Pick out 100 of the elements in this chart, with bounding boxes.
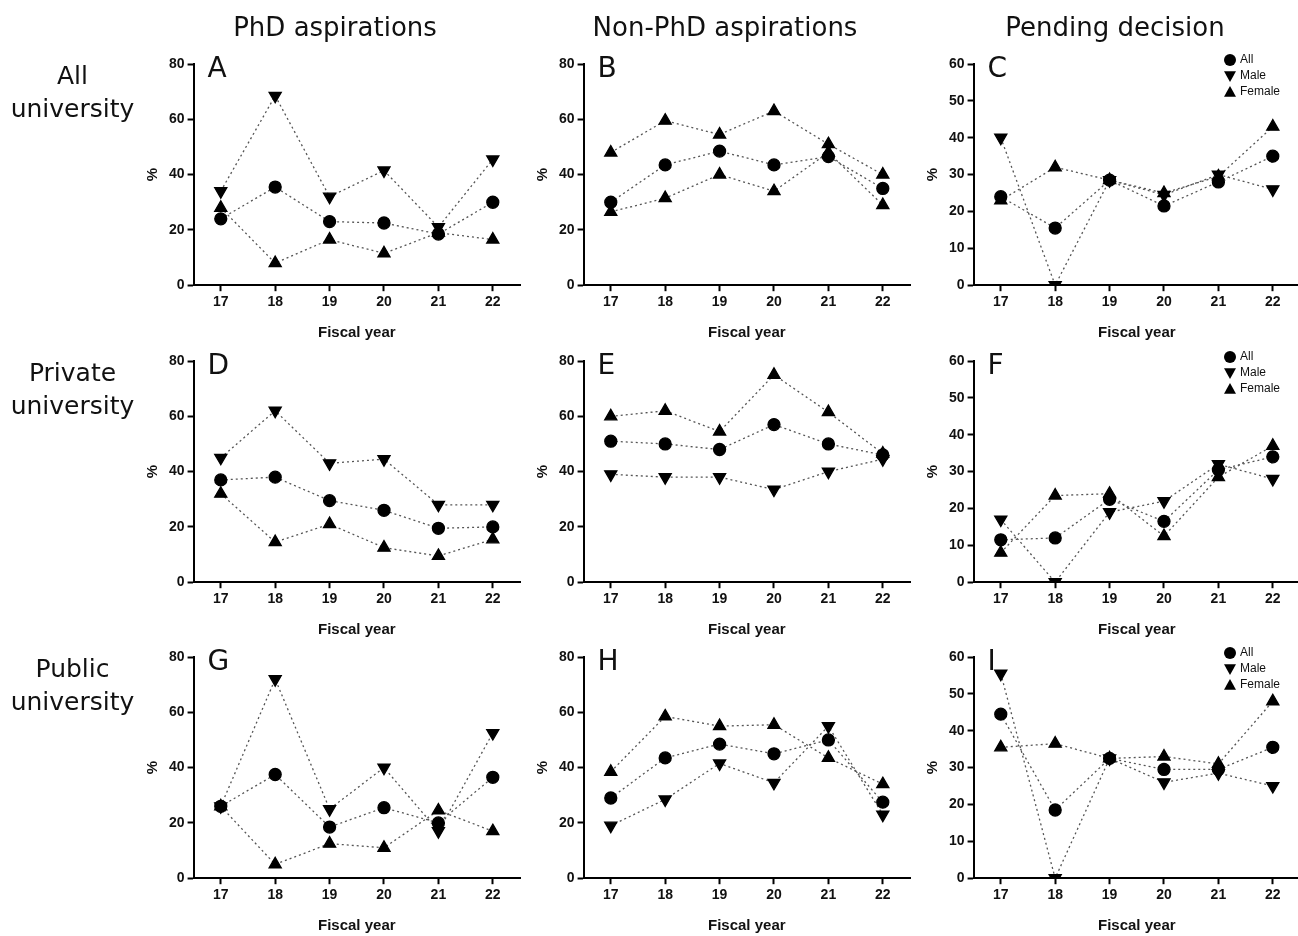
y-tick-label: 0 bbox=[176, 276, 185, 293]
x-tick-label: 21 bbox=[1210, 886, 1227, 903]
annotation: H bbox=[597, 644, 619, 678]
y-axis-title: % bbox=[143, 167, 161, 182]
x-axis-title: Fiscal year bbox=[1098, 916, 1176, 934]
y-tick-label: 50 bbox=[948, 388, 965, 405]
x-tick-label: 17 bbox=[992, 886, 1009, 903]
x-tick-label: 19 bbox=[321, 590, 338, 607]
y-tick-label: 20 bbox=[558, 220, 575, 237]
y-tick-label: 60 bbox=[558, 407, 575, 424]
x-tick-label: 18 bbox=[1047, 293, 1064, 310]
y-tick-label: 20 bbox=[948, 202, 965, 219]
text: Public university bbox=[9, 653, 136, 718]
annotation: G bbox=[207, 644, 230, 678]
x-tick-label: 19 bbox=[321, 293, 338, 310]
annotation: F bbox=[987, 348, 1004, 382]
x-tick-label: 20 bbox=[766, 293, 782, 310]
x-tick-label: 18 bbox=[1047, 886, 1064, 903]
annotation: E bbox=[597, 348, 616, 382]
y-tick-label: 80 bbox=[168, 54, 185, 71]
y-tick-label: 30 bbox=[948, 462, 965, 479]
chart-title: Non-PhD aspirations bbox=[591, 12, 859, 42]
y-tick-label: 60 bbox=[948, 54, 965, 71]
y-tick-label: 80 bbox=[168, 351, 185, 368]
y-tick-label: 80 bbox=[168, 647, 185, 664]
x-tick-label: 22 bbox=[1265, 293, 1281, 310]
y-tick-label: 40 bbox=[948, 721, 965, 738]
y-tick-label: 10 bbox=[948, 536, 965, 553]
y-tick-label: 20 bbox=[948, 499, 965, 516]
y-tick-label: 60 bbox=[558, 703, 575, 720]
y-axis-title: % bbox=[143, 760, 161, 775]
x-tick-label: 19 bbox=[711, 590, 728, 607]
y-tick-label: 40 bbox=[948, 425, 965, 442]
y-axis-title: % bbox=[533, 760, 551, 775]
x-tick-label: 22 bbox=[1265, 590, 1281, 607]
y-tick-label: 0 bbox=[176, 869, 185, 886]
y-axis-title: % bbox=[143, 464, 161, 479]
y-tick-label: 60 bbox=[168, 407, 185, 424]
annotation: I bbox=[987, 644, 996, 678]
y-tick-label: 20 bbox=[168, 517, 185, 534]
x-tick-label: 18 bbox=[1047, 590, 1064, 607]
x-tick-label: 17 bbox=[602, 590, 619, 607]
y-tick-label: 60 bbox=[558, 110, 575, 127]
x-axis-title: Fiscal year bbox=[318, 916, 396, 934]
y-tick-label: 20 bbox=[168, 220, 185, 237]
y-tick-label: 40 bbox=[948, 128, 965, 145]
x-tick-label: 21 bbox=[1210, 293, 1227, 310]
y-tick-label: 80 bbox=[558, 351, 575, 368]
y-axis-title: % bbox=[533, 167, 551, 182]
y-tick-label: 20 bbox=[168, 813, 185, 830]
y-tick-label: 40 bbox=[168, 462, 185, 479]
legend-label: All bbox=[1240, 645, 1254, 660]
x-tick-label: 22 bbox=[1265, 886, 1281, 903]
x-tick-label: 21 bbox=[820, 590, 837, 607]
x-axis-title: Fiscal year bbox=[708, 323, 786, 341]
chart-title: Pending decision bbox=[1004, 12, 1226, 42]
x-tick-label: 22 bbox=[485, 590, 501, 607]
y-tick-label: 0 bbox=[956, 573, 965, 590]
x-tick-label: 20 bbox=[376, 293, 392, 310]
y-tick-label: 20 bbox=[558, 517, 575, 534]
y-tick-label: 0 bbox=[956, 869, 965, 886]
y-tick-label: 80 bbox=[558, 647, 575, 664]
x-axis-title: Fiscal year bbox=[1098, 620, 1176, 638]
x-tick-label: 22 bbox=[875, 590, 891, 607]
y-tick-label: 0 bbox=[566, 573, 575, 590]
y-tick-label: 10 bbox=[948, 239, 965, 256]
legend-label: Female bbox=[1240, 677, 1281, 692]
x-axis-title: Fiscal year bbox=[1098, 323, 1176, 341]
annotation: C bbox=[987, 51, 1008, 85]
y-tick-label: 60 bbox=[168, 110, 185, 127]
y-tick-label: 30 bbox=[948, 165, 965, 182]
x-tick-label: 18 bbox=[657, 293, 674, 310]
y-axis-title: % bbox=[533, 464, 551, 479]
x-tick-label: 18 bbox=[267, 590, 284, 607]
x-tick-label: 17 bbox=[992, 590, 1009, 607]
text: Private university bbox=[9, 357, 136, 422]
y-tick-label: 30 bbox=[948, 758, 965, 775]
y-tick-label: 10 bbox=[948, 832, 965, 849]
y-axis-title: % bbox=[923, 167, 941, 182]
legend-label: Male bbox=[1240, 68, 1267, 83]
x-tick-label: 19 bbox=[1101, 590, 1118, 607]
y-axis-title: % bbox=[923, 464, 941, 479]
x-tick-label: 21 bbox=[1210, 590, 1227, 607]
x-tick-label: 17 bbox=[602, 886, 619, 903]
x-tick-label: 18 bbox=[267, 886, 284, 903]
x-tick-label: 19 bbox=[321, 886, 338, 903]
x-tick-label: 19 bbox=[711, 293, 728, 310]
x-tick-label: 19 bbox=[1101, 886, 1118, 903]
legend-label: Male bbox=[1240, 365, 1267, 380]
x-tick-label: 22 bbox=[875, 886, 891, 903]
y-tick-label: 0 bbox=[566, 276, 575, 293]
y-tick-label: 40 bbox=[168, 165, 185, 182]
legend-label: All bbox=[1240, 52, 1254, 67]
x-tick-label: 20 bbox=[376, 886, 392, 903]
x-tick-label: 21 bbox=[430, 886, 447, 903]
x-tick-label: 17 bbox=[992, 293, 1009, 310]
y-tick-label: 50 bbox=[948, 91, 965, 108]
y-tick-label: 40 bbox=[558, 758, 575, 775]
y-tick-label: 0 bbox=[956, 276, 965, 293]
y-tick-label: 60 bbox=[948, 351, 965, 368]
